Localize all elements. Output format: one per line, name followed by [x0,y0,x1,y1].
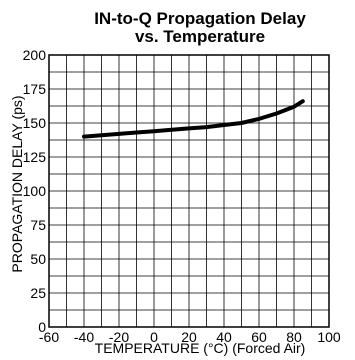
y-tick-label: 200 [23,47,47,63]
x-tick-label: 100 [317,329,341,345]
y-tick-label: 0 [38,319,46,335]
y-tick-labels: 0 25 50 75 100 125 150 175 200 [23,47,47,335]
x-tick-label: -20 [109,329,129,345]
y-tick-label: 50 [30,251,46,267]
y-tick-label: 175 [23,81,47,97]
chart-title-line1: IN-to-Q Propagation Delay [94,9,306,28]
x-tick-label: 20 [181,329,197,345]
y-tick-label: 125 [23,149,47,165]
plot-frame [48,54,330,328]
x-tick-label: 80 [286,329,302,345]
chart-title-line2: vs. Temperature [135,27,265,46]
x-tick-label: 60 [251,329,267,345]
y-tick-label: 75 [30,217,46,233]
y-tick-label: 100 [23,183,47,199]
x-tick-label: 40 [216,329,232,345]
y-axis-label: PROPAGATION DELAY (ps) [9,95,25,272]
y-tick-label: 150 [23,115,47,131]
x-tick-label: -40 [74,329,94,345]
x-tick-label: 0 [150,329,158,345]
series-line [82,99,305,139]
y-tick-label: 25 [30,285,46,301]
x-axis-label: TEMPERATURE (°C) (Forced Air) [95,340,306,356]
x-tick-labels: -60 -40 -20 0 20 40 60 80 100 [39,329,341,345]
grid [48,54,330,328]
x-tick-label: -60 [39,329,59,345]
